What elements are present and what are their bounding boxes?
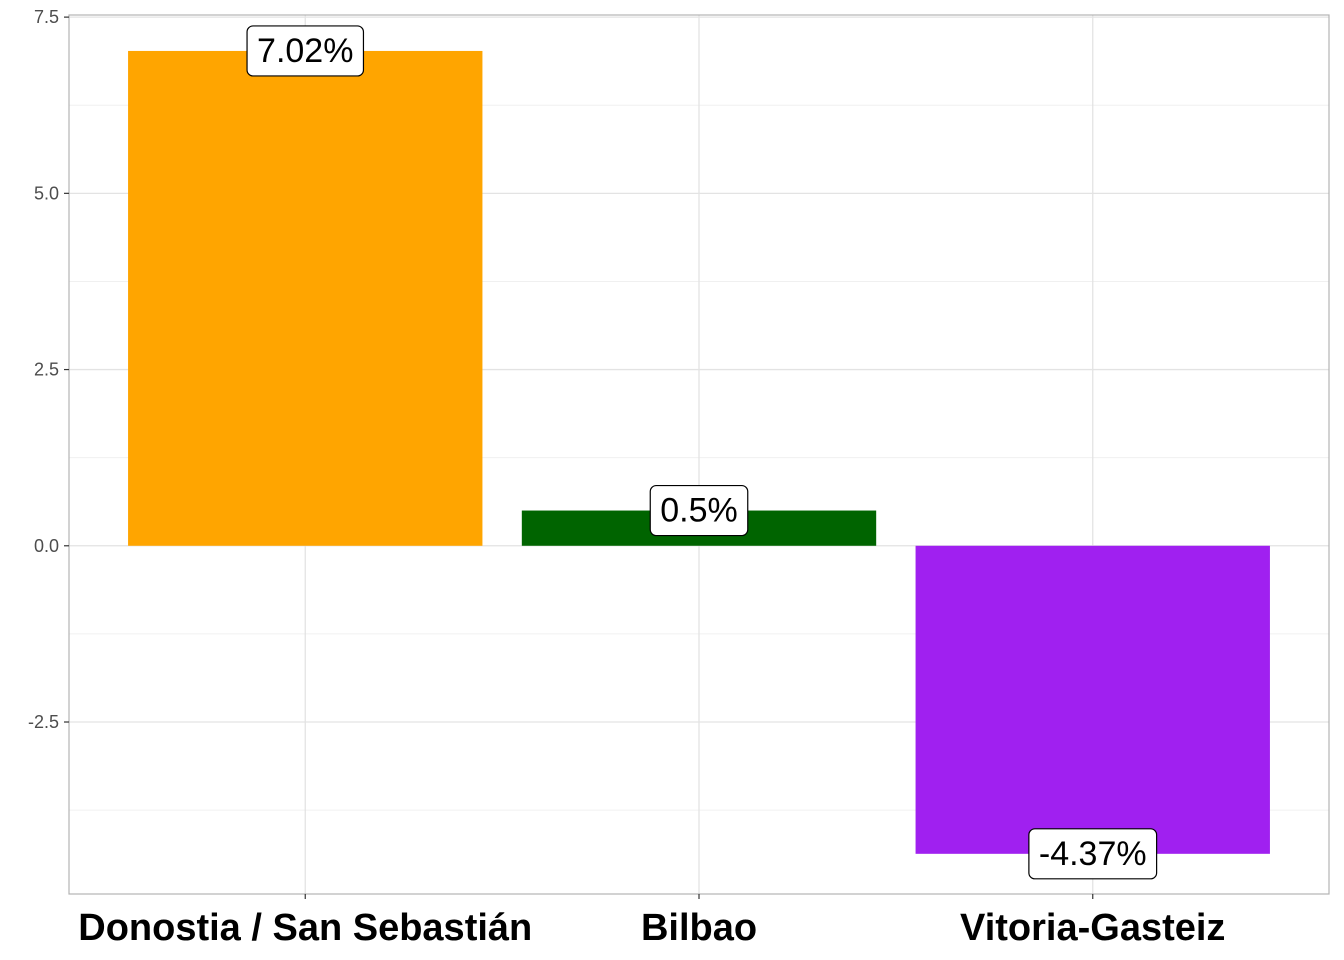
x-tick-label: Donostia / San Sebastián (78, 907, 532, 949)
bar (128, 50, 483, 546)
x-tick-label: Bilbao (641, 907, 757, 949)
data-label: 7.02% (246, 25, 365, 77)
y-tick-label: -2.5 (28, 712, 59, 732)
y-tick-label: 0.0 (34, 536, 59, 556)
y-tick-label: 5.0 (34, 183, 59, 203)
bar (915, 545, 1270, 854)
data-label: 0.5% (649, 484, 749, 537)
x-axis: Donostia / San Sebastián Bilbao Vitoria-Ga… (78, 894, 1225, 949)
y-tick-label: 7.5 (34, 7, 59, 27)
data-label-box (1028, 828, 1158, 880)
data-label: -4.37% (1028, 828, 1158, 880)
data-label-box (649, 484, 749, 537)
data-label-box (246, 25, 365, 77)
y-tick-label: 2.5 (34, 360, 59, 380)
y-axis: -2.5 0.0 2.5 5.0 7.5 (28, 7, 69, 732)
data-label-text: -4.37% (1039, 835, 1147, 873)
data-label-text: 7.02% (257, 32, 353, 70)
x-tick-label: Vitoria-Gasteiz (960, 907, 1225, 949)
data-labels: 7.02% 0.5% -4.37% (246, 25, 1158, 880)
data-label-text: 0.5% (660, 492, 738, 530)
